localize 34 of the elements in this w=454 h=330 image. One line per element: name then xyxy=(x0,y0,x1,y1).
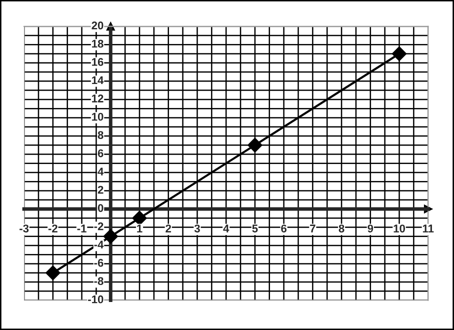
y-tick-label: 10 xyxy=(92,112,104,121)
y-tick-label: 18 xyxy=(92,40,104,48)
x-tick-label: -3 xyxy=(20,224,29,232)
y-tick-label: -6 xyxy=(94,258,104,267)
x-tick-label: 7 xyxy=(310,224,316,232)
x-tick-label: 1 xyxy=(137,224,142,232)
y-tick-label: 0 xyxy=(98,204,104,212)
y-tick-label: 8 xyxy=(98,131,104,139)
x-tick-label: 8 xyxy=(338,224,344,232)
x-tick-label: -2 xyxy=(48,224,58,232)
y-tick-label: 2 xyxy=(98,186,104,194)
y-tick-label: -10 xyxy=(88,295,104,304)
y-tick-label: 20 xyxy=(92,22,104,30)
y-tick-label: 12 xyxy=(92,94,104,102)
y-tick-label: -4 xyxy=(94,240,104,248)
point xyxy=(248,138,262,152)
point xyxy=(392,46,407,62)
x-tick-label: 4 xyxy=(223,224,230,232)
point xyxy=(132,210,147,226)
x-tick-label: 3 xyxy=(194,224,200,232)
y-tick-label: 14 xyxy=(92,76,104,84)
point xyxy=(103,228,118,244)
y-tick-label: 4 xyxy=(98,168,104,176)
x-tick-label: 2 xyxy=(166,224,172,232)
x-tick-label: -1 xyxy=(77,224,86,232)
x-tick-label: 6 xyxy=(281,224,287,232)
y-tick-label: 6 xyxy=(98,149,104,158)
x-tick-label: 11 xyxy=(422,224,434,232)
y-tick-label: 16 xyxy=(92,58,104,66)
point xyxy=(46,266,60,280)
x-tick-label: 9 xyxy=(368,224,374,232)
x-tick-label: 10 xyxy=(394,224,405,232)
y-tick-label: -8 xyxy=(94,277,104,286)
x-tick-label: 5 xyxy=(252,224,258,232)
